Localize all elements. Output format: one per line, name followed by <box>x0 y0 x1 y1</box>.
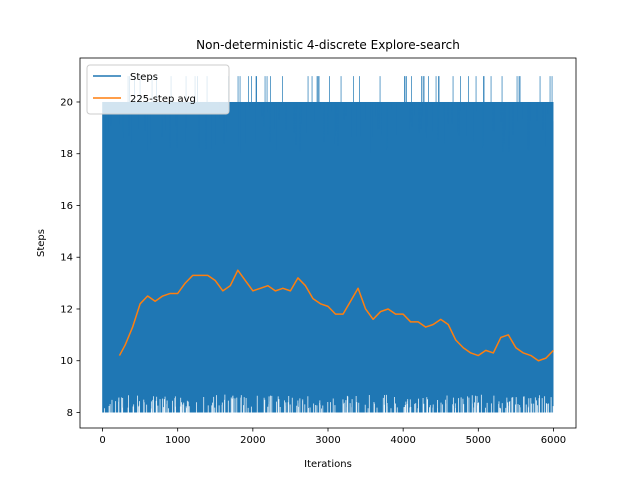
x-tick-label: 0 <box>99 435 105 446</box>
y-tick-label: 8 <box>67 408 73 419</box>
x-axis: 0 1000 2000 3000 4000 5000 6000 <box>99 428 566 446</box>
y-axis: 8 10 12 14 16 18 20 <box>60 97 80 419</box>
x-tick-label: 5000 <box>466 435 491 446</box>
steps-line <box>102 76 554 413</box>
avg-line <box>118 269 554 362</box>
y-tick-label: 10 <box>60 356 73 367</box>
legend-box <box>86 64 230 115</box>
steps-series <box>102 76 554 413</box>
x-tick-label: 1000 <box>165 435 190 446</box>
x-tick-label: 3000 <box>315 435 340 446</box>
x-axis-label: Iterations <box>304 459 352 470</box>
y-tick-label: 16 <box>60 201 73 212</box>
chart-title: Non-deterministic 4-discrete Explore-sea… <box>196 38 460 52</box>
y-tick-label: 14 <box>60 253 73 264</box>
x-tick-label: 2000 <box>240 435 265 446</box>
x-tick-label: 6000 <box>541 435 566 446</box>
y-tick-label: 20 <box>60 97 73 108</box>
steps-gaps <box>104 394 554 413</box>
x-tick-label: 4000 <box>390 435 415 446</box>
legend-avg-label: 225-step avg <box>130 94 196 105</box>
y-tick-label: 12 <box>60 304 73 315</box>
legend-steps-label: Steps <box>130 72 158 83</box>
avg-series <box>118 269 554 362</box>
y-axis-label: Steps <box>36 229 47 257</box>
y-tick-label: 18 <box>60 149 73 160</box>
legend: Steps 225-step avg <box>86 64 230 115</box>
